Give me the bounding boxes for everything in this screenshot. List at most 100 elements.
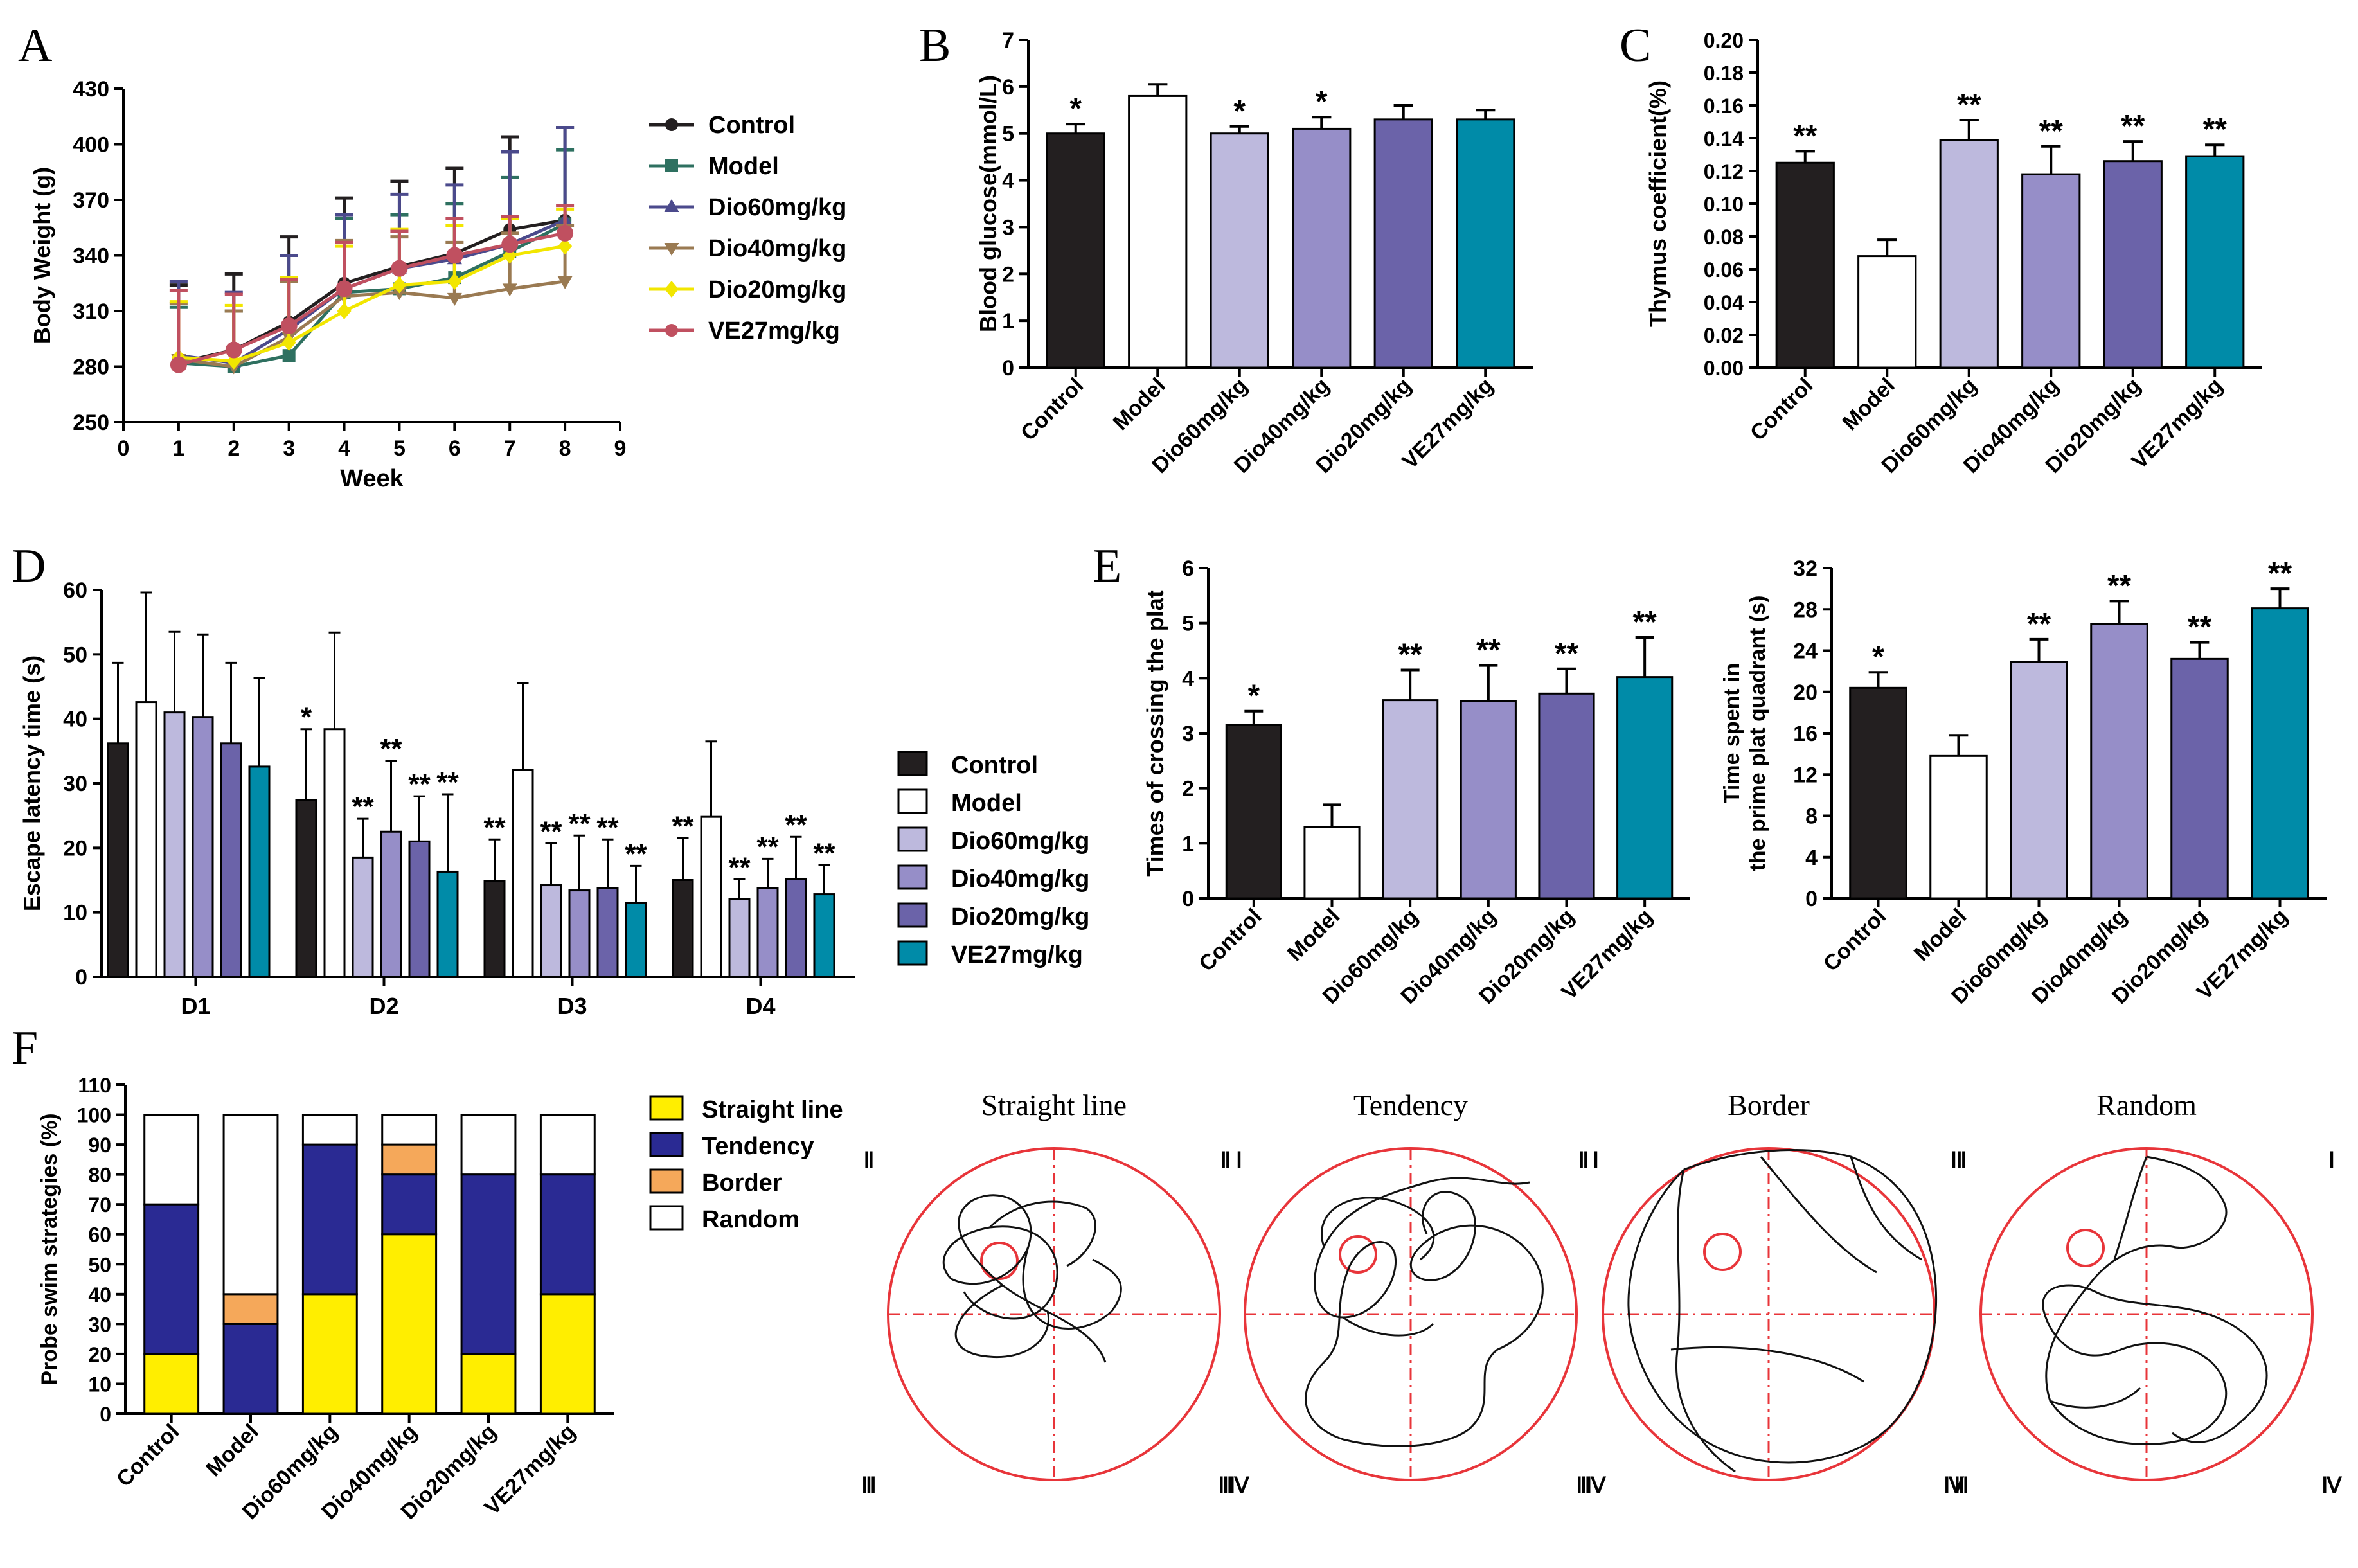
y-tick-label: 5 <box>1002 122 1014 147</box>
marker-triangle-down <box>664 243 679 256</box>
bar-control <box>107 742 129 978</box>
y-axis-title: Probe swim strategies (%) <box>37 1113 62 1385</box>
quadrant-label: Ⅰ <box>1236 1148 1242 1173</box>
bar-dio40mgkg <box>756 887 779 978</box>
stack-random <box>301 1114 358 1146</box>
y-tick-label: 4 <box>1182 666 1194 691</box>
bar-dio20mgkg <box>596 887 619 978</box>
quadrant-label: Ⅲ <box>1576 1474 1591 1498</box>
y-tick-label: 400 <box>73 133 109 157</box>
bar-dio20mgkg <box>408 840 431 978</box>
y-tick-label: 12 <box>1793 763 1818 787</box>
legend-swatch <box>649 1168 684 1194</box>
marker-diamond <box>281 334 296 352</box>
y-tick-label: 430 <box>73 77 109 102</box>
significance-label: ** <box>1555 637 1579 671</box>
bar-control <box>483 880 506 978</box>
legend-swatch <box>649 1132 684 1157</box>
y-tick-label: 30 <box>88 1313 111 1336</box>
series-line <box>178 231 566 367</box>
bar-dio20mgkg <box>1373 118 1433 369</box>
significance-label: ** <box>2121 109 2145 143</box>
legend-swatch <box>897 826 928 852</box>
quadrant-label: Ⅰ <box>1951 1148 1957 1173</box>
quadrant-label: Ⅱ <box>1956 1148 1967 1173</box>
y-tick-label: 4 <box>1002 169 1014 193</box>
y-tick-label: 40 <box>63 708 87 732</box>
stack-straight-line <box>460 1353 517 1415</box>
stack-tendency <box>539 1173 596 1296</box>
significance-label: ** <box>568 808 591 839</box>
bar-dio40mgkg <box>380 830 402 978</box>
panel-d-grouped-bar-chart: 0 10 20 30 40 50 60 Escape latency time (s) D1 D2… <box>19 578 1089 1019</box>
y-tick-label: 60 <box>63 578 87 603</box>
significance-label: ** <box>352 791 374 823</box>
y-tick-label: 100 <box>77 1104 111 1127</box>
significance-label: ** <box>408 769 431 800</box>
quadrant-label: Ⅰ <box>1593 1148 1599 1173</box>
bar-dio20mgkg <box>2103 160 2163 369</box>
y-tick-label: 24 <box>1793 639 1818 664</box>
significance-label: ** <box>2027 607 2051 641</box>
bar-ve27mgkg <box>248 765 271 978</box>
platform-circle <box>2066 1229 2105 1267</box>
swim-trajectory <box>1305 1177 1544 1447</box>
legend-label: Model <box>708 153 779 180</box>
y-tick-label: 90 <box>88 1134 111 1157</box>
y-tick-label: 2 <box>1182 777 1194 801</box>
marker-triangle-down <box>502 283 517 297</box>
y-tick-label: 6 <box>1002 75 1014 100</box>
legend-label: Dio20mg/kg <box>708 276 846 303</box>
y-tick-label: 2 <box>1002 262 1014 287</box>
legend-label: Straight line <box>702 1096 843 1123</box>
y-tick-label: 0 <box>1805 887 1818 911</box>
y-tick-label: 0 <box>1002 356 1014 380</box>
swim-path-title: Tendency <box>1353 1089 1468 1121</box>
platform-circle <box>1703 1233 1742 1271</box>
stack-random <box>381 1114 438 1146</box>
y-tick-label: 60 <box>88 1224 111 1247</box>
series-model <box>169 148 575 373</box>
stack-straight-line <box>381 1233 438 1415</box>
bar-ve27mgkg <box>813 893 835 978</box>
x-tick-label: 7 <box>504 436 516 461</box>
swim-trajectory <box>2042 1155 2268 1445</box>
stack-tendency <box>143 1203 200 1355</box>
significance-label: ** <box>2203 112 2228 147</box>
y-tick-label: 0.16 <box>1704 94 1744 118</box>
significance-label: ** <box>813 837 835 869</box>
legend-label: Dio60mg/kg <box>708 194 846 221</box>
bar-dio60mgkg <box>2010 661 2068 900</box>
significance-label: * <box>1233 94 1246 129</box>
significance-label: ** <box>728 851 751 883</box>
marker-circle <box>280 317 298 335</box>
y-tick-label: 6 <box>1182 557 1194 581</box>
bar-ve27mgkg <box>436 870 459 978</box>
significance-label: ** <box>1476 634 1501 668</box>
swim-path-title: Border <box>1728 1089 1810 1121</box>
marker-circle <box>557 224 574 242</box>
x-tick-label: Model <box>201 1420 263 1481</box>
significance-label: * <box>301 702 312 733</box>
legend-label: VE27mg/kg <box>708 317 840 344</box>
y-tick-label: 70 <box>88 1193 111 1216</box>
y-axis-title: Times of crossing the plat <box>1142 590 1168 876</box>
significance-label: * <box>1872 640 1884 674</box>
marker-triangle-down <box>391 287 407 301</box>
panel-label-a: A <box>18 19 52 72</box>
y-tick-label: 0.12 <box>1704 160 1744 183</box>
series-line <box>178 244 566 363</box>
x-tick-label: D2 <box>369 993 398 1019</box>
y-tick-label: 250 <box>73 411 109 435</box>
legend-swatch <box>897 864 928 890</box>
panel-c-bar-chart: 0.00 0.02 0.04 0.06 0.08 0.10 0.12 0.14 0.16 0.18… <box>1645 29 2262 478</box>
x-tick-label: 1 <box>172 436 184 461</box>
legend-label: Border <box>702 1170 782 1197</box>
platform-circle <box>1339 1235 1377 1274</box>
stack-tendency <box>301 1143 358 1296</box>
bar-dio60mgkg <box>1210 132 1269 369</box>
